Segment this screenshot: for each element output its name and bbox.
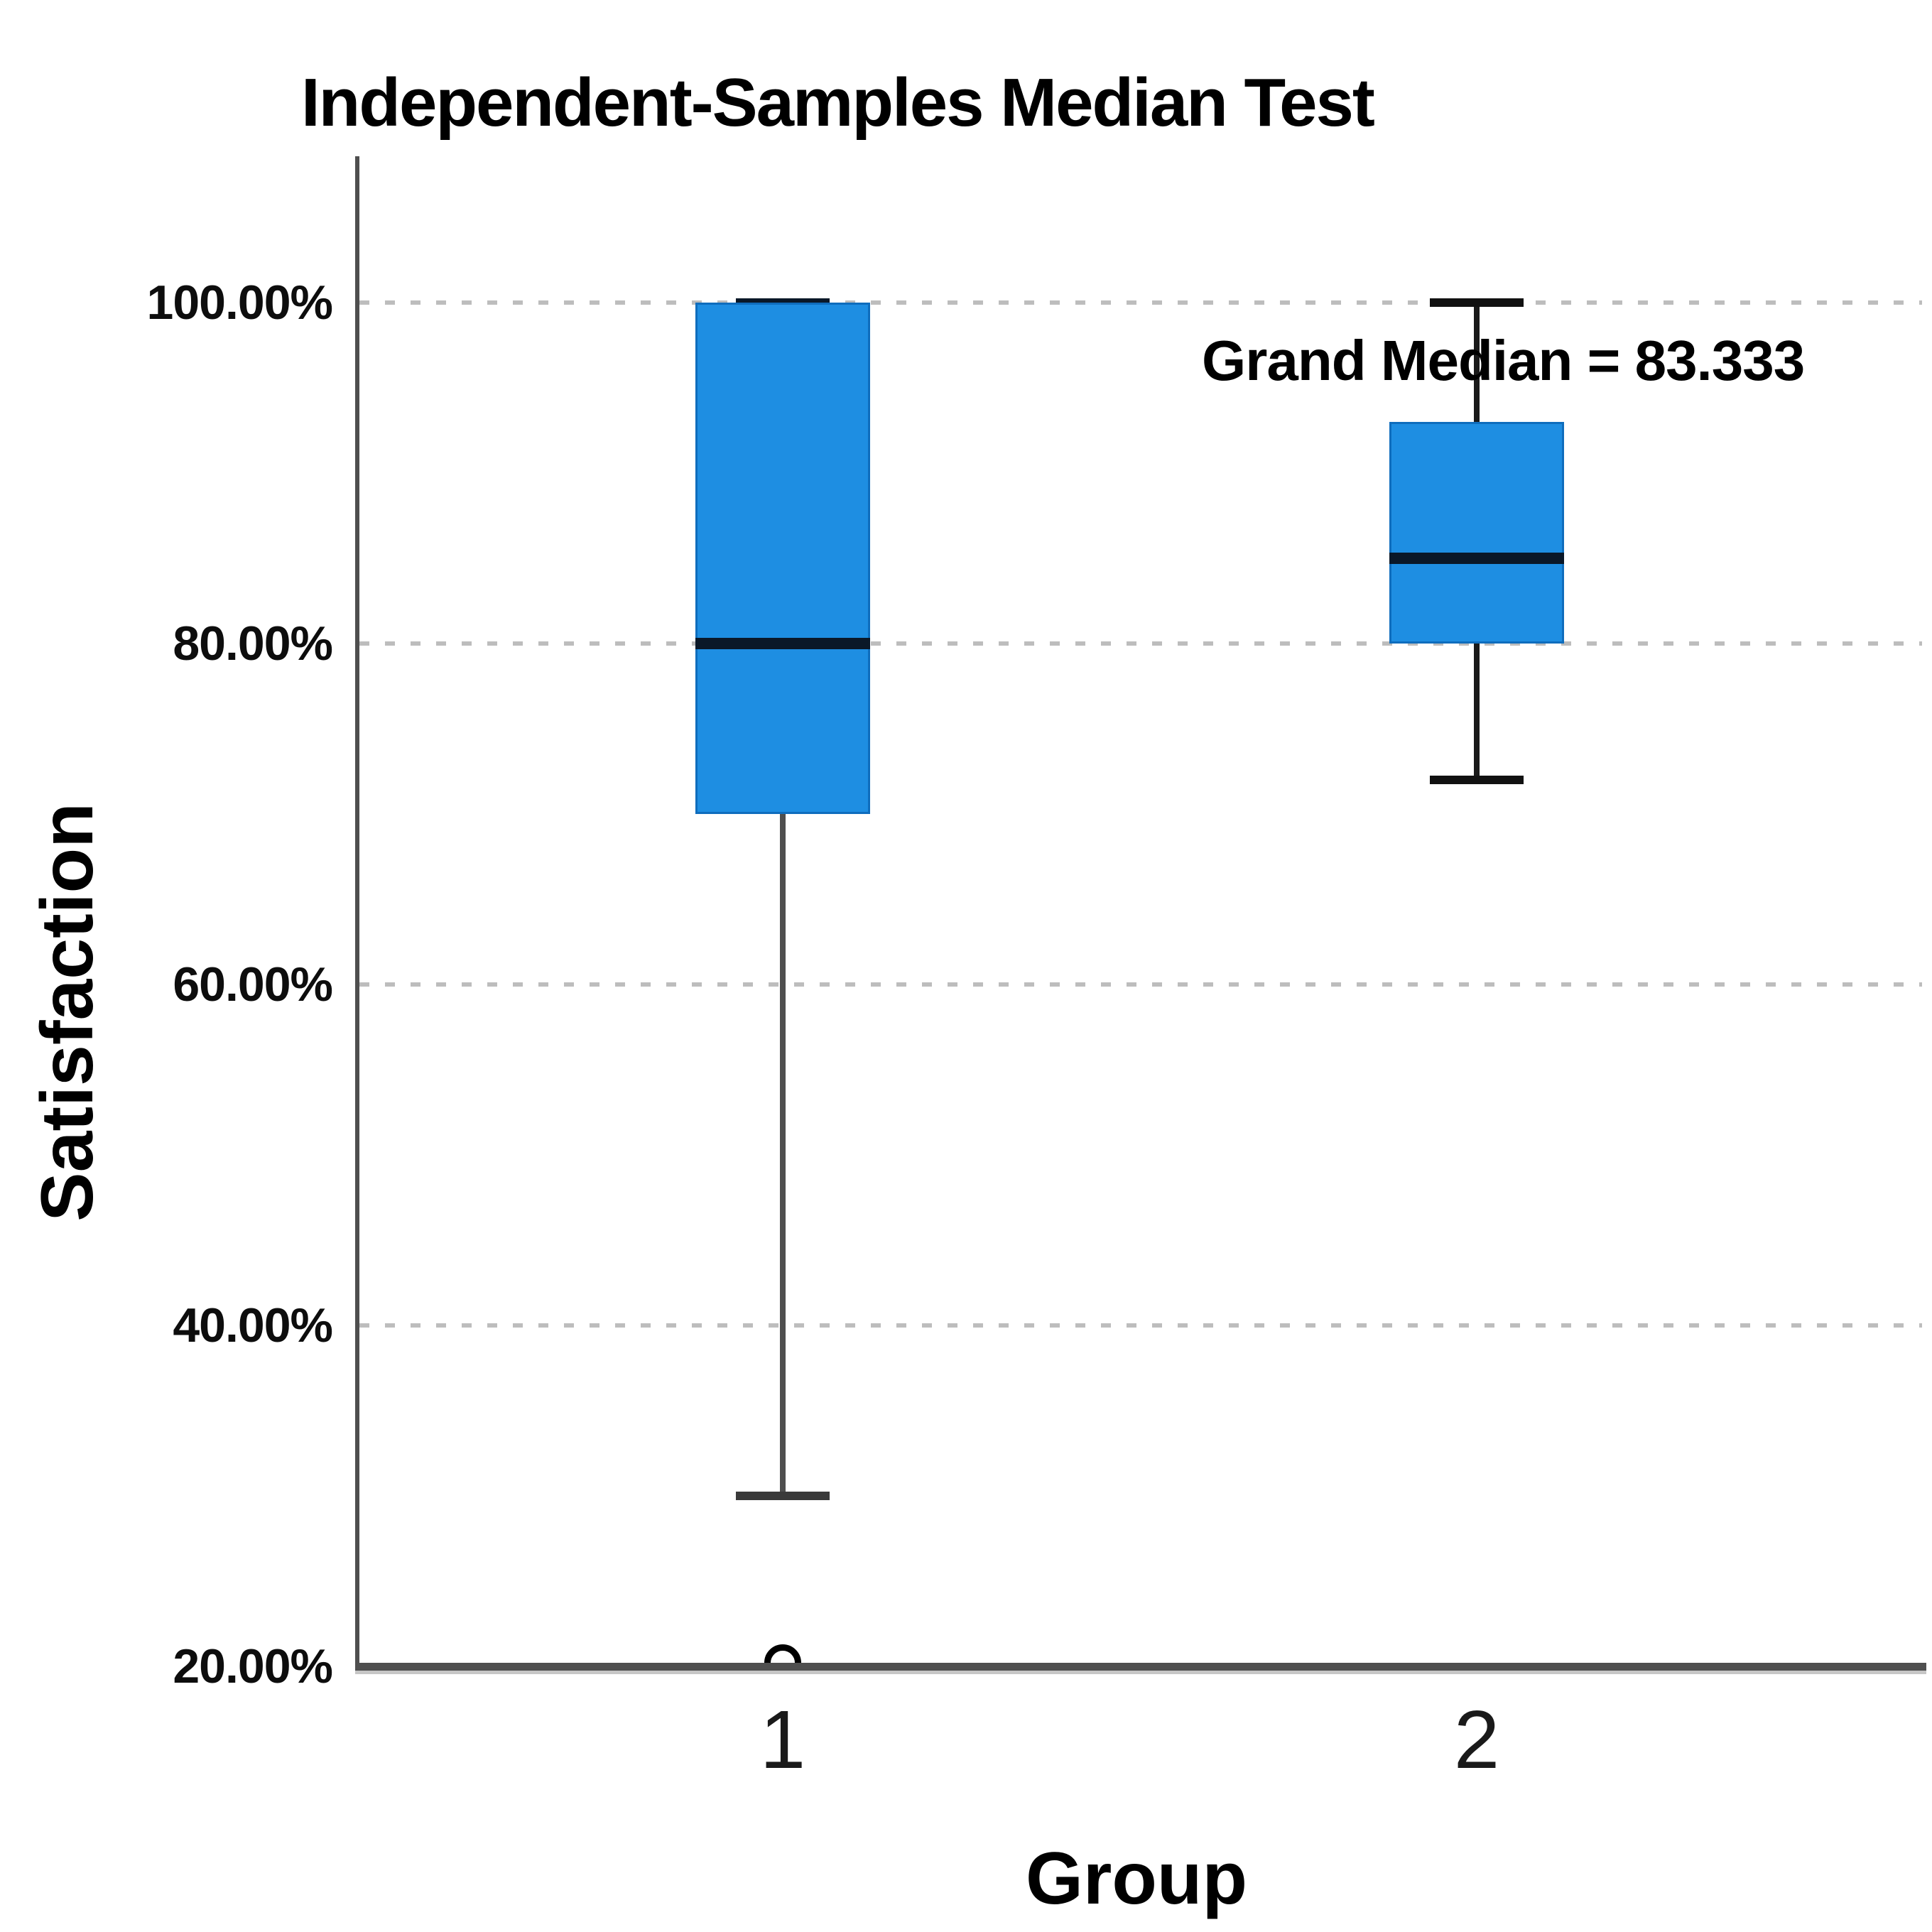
y-axis-line xyxy=(355,156,359,1671)
outlier-circle xyxy=(764,1644,801,1671)
iqr-box xyxy=(695,303,870,814)
outlier-point xyxy=(764,1644,801,1671)
grand-median-annotation: Grand Median = 83.333 xyxy=(1202,329,1805,392)
median-line xyxy=(695,638,870,649)
y-tick-label: 20.00% xyxy=(173,1639,333,1693)
upper-whisker-cap xyxy=(1430,298,1524,307)
lower-whisker-line xyxy=(1474,644,1480,780)
gridline xyxy=(359,300,1922,305)
gridline xyxy=(359,1323,1922,1328)
x-axis-underline-shadow xyxy=(355,1671,1926,1674)
lower-whisker-line xyxy=(780,814,786,1496)
y-tick-label: 60.00% xyxy=(173,957,333,1011)
upper-whisker-line xyxy=(1474,303,1480,422)
category-label-2: 2 xyxy=(1453,1693,1500,1786)
y-tick-label: 100.00% xyxy=(146,276,333,330)
y-axis-title: Satisfaction xyxy=(26,803,109,1222)
chart-title: Independent-Samples Median Test xyxy=(301,65,1375,141)
x-axis-title: Group xyxy=(1026,1838,1247,1920)
lower-whisker-cap xyxy=(736,1492,830,1500)
y-tick-label: 40.00% xyxy=(173,1298,333,1352)
gridline xyxy=(359,982,1922,987)
y-tick-label: 80.00% xyxy=(173,617,333,671)
x-axis-line xyxy=(355,1663,1926,1671)
gridline xyxy=(359,641,1922,646)
iqr-box xyxy=(1389,422,1564,644)
category-label-1: 1 xyxy=(759,1693,806,1786)
median-line xyxy=(1389,553,1564,564)
lower-whisker-cap xyxy=(1430,776,1524,784)
